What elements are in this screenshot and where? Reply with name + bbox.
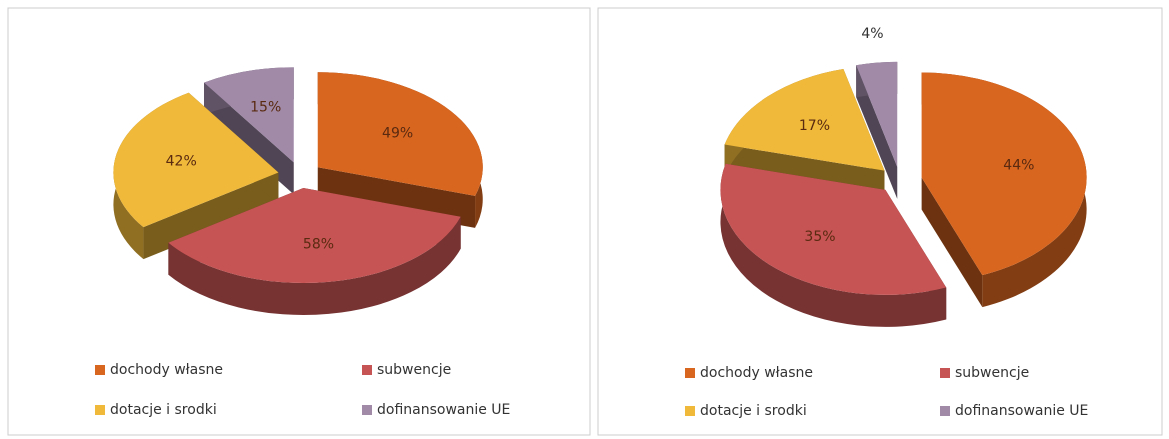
data-label: 35% bbox=[804, 229, 835, 245]
legend-swatch bbox=[95, 405, 105, 415]
data-label: 17% bbox=[799, 118, 830, 134]
slice-side bbox=[856, 65, 898, 199]
legend-label: subwencje bbox=[377, 362, 451, 378]
legend-swatch bbox=[940, 406, 950, 416]
slice-side bbox=[143, 172, 279, 260]
legend-label: dochody własne bbox=[700, 365, 813, 381]
slice bbox=[724, 68, 885, 171]
slice-side bbox=[921, 177, 983, 308]
slice bbox=[921, 72, 1087, 276]
legend-label: dotacje i srodki bbox=[110, 402, 217, 418]
legend-swatch bbox=[362, 405, 372, 415]
legend-swatch bbox=[95, 365, 105, 375]
data-label: 42% bbox=[166, 154, 197, 170]
legend-swatch bbox=[685, 406, 695, 416]
legend-swatch bbox=[685, 368, 695, 378]
data-label: 4% bbox=[861, 26, 883, 42]
legend-label: dotacje i srodki bbox=[700, 403, 807, 419]
slice bbox=[204, 67, 294, 163]
legend-label: dofinansowanie UE bbox=[377, 402, 510, 418]
slice-side bbox=[720, 163, 947, 327]
data-label: 44% bbox=[1003, 158, 1034, 174]
legend-label: dochody własne bbox=[110, 362, 223, 378]
legend-swatch bbox=[362, 365, 372, 375]
data-label: 58% bbox=[303, 236, 334, 252]
slice bbox=[317, 72, 483, 196]
legend-label: subwencje bbox=[955, 365, 1029, 381]
data-label: 15% bbox=[250, 100, 281, 116]
slice bbox=[113, 92, 279, 228]
slice-side bbox=[168, 216, 461, 316]
slice bbox=[856, 61, 898, 167]
data-label: 49% bbox=[382, 126, 413, 142]
legend-label: dofinansowanie UE bbox=[955, 403, 1088, 419]
slice bbox=[168, 188, 461, 284]
legend-swatch bbox=[940, 368, 950, 378]
slice bbox=[720, 163, 947, 295]
